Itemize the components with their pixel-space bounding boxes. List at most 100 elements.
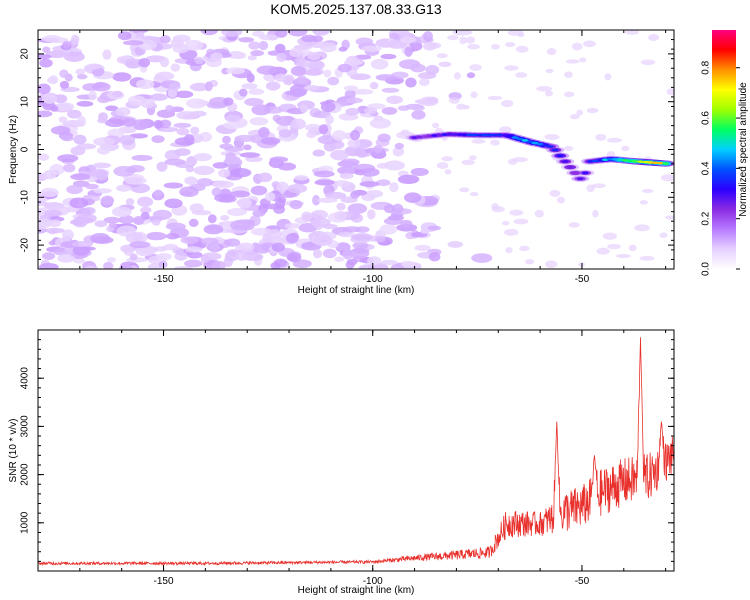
spectrogram-cell — [269, 156, 289, 163]
spectrogram-cell — [90, 233, 111, 244]
spectrogram-cell — [505, 247, 513, 254]
spectrogram-ridge-cell — [456, 133, 464, 136]
spectrogram-cell — [239, 152, 261, 158]
spectrogram-cell — [138, 57, 151, 68]
spectrogram-cell — [204, 81, 213, 92]
spectrogram-cell — [343, 85, 358, 91]
spectrogram-cell — [301, 34, 317, 43]
spectrogram-cell — [72, 245, 91, 256]
spectrogram-cell — [410, 63, 426, 73]
spectrogram-cell — [230, 168, 252, 178]
spectrogram-cell — [186, 156, 198, 167]
spectrogram-cell — [659, 232, 668, 238]
spectrogram-cell — [579, 57, 587, 63]
spectrogram-cell — [586, 184, 595, 193]
spectrogram-cell — [313, 170, 335, 178]
spectrogram-cell — [248, 88, 265, 96]
spectrogram-cell — [251, 104, 271, 116]
spectrogram-cell — [125, 232, 144, 244]
spectrogram-cell — [219, 143, 234, 150]
spectrogram-cell — [397, 105, 411, 111]
spectrogram-cell — [363, 107, 378, 114]
spectrogram-cell — [456, 103, 467, 110]
spectrogram-cell — [400, 219, 413, 228]
spectrogram-cell — [287, 252, 302, 263]
spectrogram-ridge-cell — [476, 133, 484, 137]
spectrogram-cell — [299, 104, 309, 113]
spectrogram-cell — [565, 59, 580, 64]
spectrogram-cell — [312, 194, 321, 206]
spectrogram-cell — [549, 189, 561, 197]
spectrogram-cell — [220, 214, 230, 221]
spectrogram-cell — [519, 245, 530, 252]
spectrogram-cell — [258, 34, 279, 41]
spectrogram-cell — [58, 116, 68, 123]
spectrogram-cell — [563, 91, 575, 98]
spectrogram-cell — [66, 184, 83, 195]
spectrogram-cell — [183, 259, 203, 268]
spectrogram-cell — [125, 198, 135, 206]
spectrogram-cell — [210, 52, 223, 61]
spectrogram-cell — [117, 31, 132, 41]
spectrogram-cell — [453, 72, 461, 80]
spectrogram-ridge-cell — [516, 137, 524, 141]
spectrogram-cell — [238, 37, 255, 43]
spectrogram-cell — [352, 88, 374, 95]
spectrogram-cell — [119, 263, 133, 269]
spectrogram-ridge-cell — [446, 132, 454, 136]
spectrogram-cell — [241, 83, 258, 90]
spectrogram-cell — [45, 227, 65, 234]
spectrogram-cell — [276, 181, 289, 192]
x-tick-label: -50 — [575, 576, 590, 587]
spectrogram-cell — [289, 47, 303, 58]
spectrogram-cell — [153, 74, 168, 83]
spectrogram-cell — [41, 93, 58, 104]
spectrogram-cell — [290, 65, 307, 77]
spectrogram-cell — [319, 42, 337, 53]
spectrogram-cell — [365, 189, 384, 198]
spectrogram-cell — [312, 149, 326, 157]
spectrogram-cell — [342, 248, 354, 260]
spectrogram-cell — [546, 48, 557, 56]
spectrogram-cell — [190, 126, 200, 135]
spectrogram-ridge-cell — [566, 165, 574, 169]
spectrogram-cell — [301, 211, 312, 223]
spectrogram-cell — [123, 177, 144, 184]
spectrogram-cell — [277, 162, 297, 171]
spectrogram-cell — [591, 183, 606, 189]
spectrogram-cell — [250, 50, 265, 57]
x-tick-label: -150 — [154, 576, 174, 587]
spectrogram-cell — [211, 260, 226, 269]
spectrogram-cell — [310, 209, 329, 220]
spectrogram-cell — [151, 219, 161, 226]
spectrogram-cell — [135, 246, 156, 257]
spectrogram-cell — [151, 135, 165, 144]
spectrogram-cell — [104, 118, 126, 128]
spectrogram-cell — [375, 74, 397, 81]
spectrogram-cell — [189, 203, 204, 213]
spectrogram-cell — [38, 262, 59, 269]
spectrogram-cell — [323, 69, 332, 78]
spectrogram-cell — [340, 158, 360, 166]
spectrogram-cell — [223, 121, 243, 130]
spectrogram-cell — [376, 162, 390, 169]
spectrogram-cell — [129, 253, 138, 261]
spectrogram-cell — [196, 178, 213, 187]
spectrogram-cell — [103, 216, 121, 224]
spectrogram-cell — [93, 137, 115, 147]
snr-frame — [37, 329, 675, 572]
spectrogram-cell — [252, 209, 266, 217]
y-tick-label: -10 — [20, 190, 31, 205]
spectrogram-cell — [641, 188, 654, 193]
spectrogram-cell — [245, 156, 263, 163]
spectrogram-cell — [490, 43, 500, 50]
spectrogram-cell — [92, 162, 112, 169]
spectrogram-cell — [38, 83, 51, 95]
spectrogram-cell — [405, 77, 417, 88]
spectrogram-cell — [463, 104, 470, 110]
spectrogram-cell — [507, 158, 518, 165]
spectrogram-cell — [545, 68, 554, 74]
spectrogram-cell — [48, 51, 70, 57]
spectrogram-cell — [224, 155, 241, 165]
spectrogram-cell — [317, 197, 338, 203]
